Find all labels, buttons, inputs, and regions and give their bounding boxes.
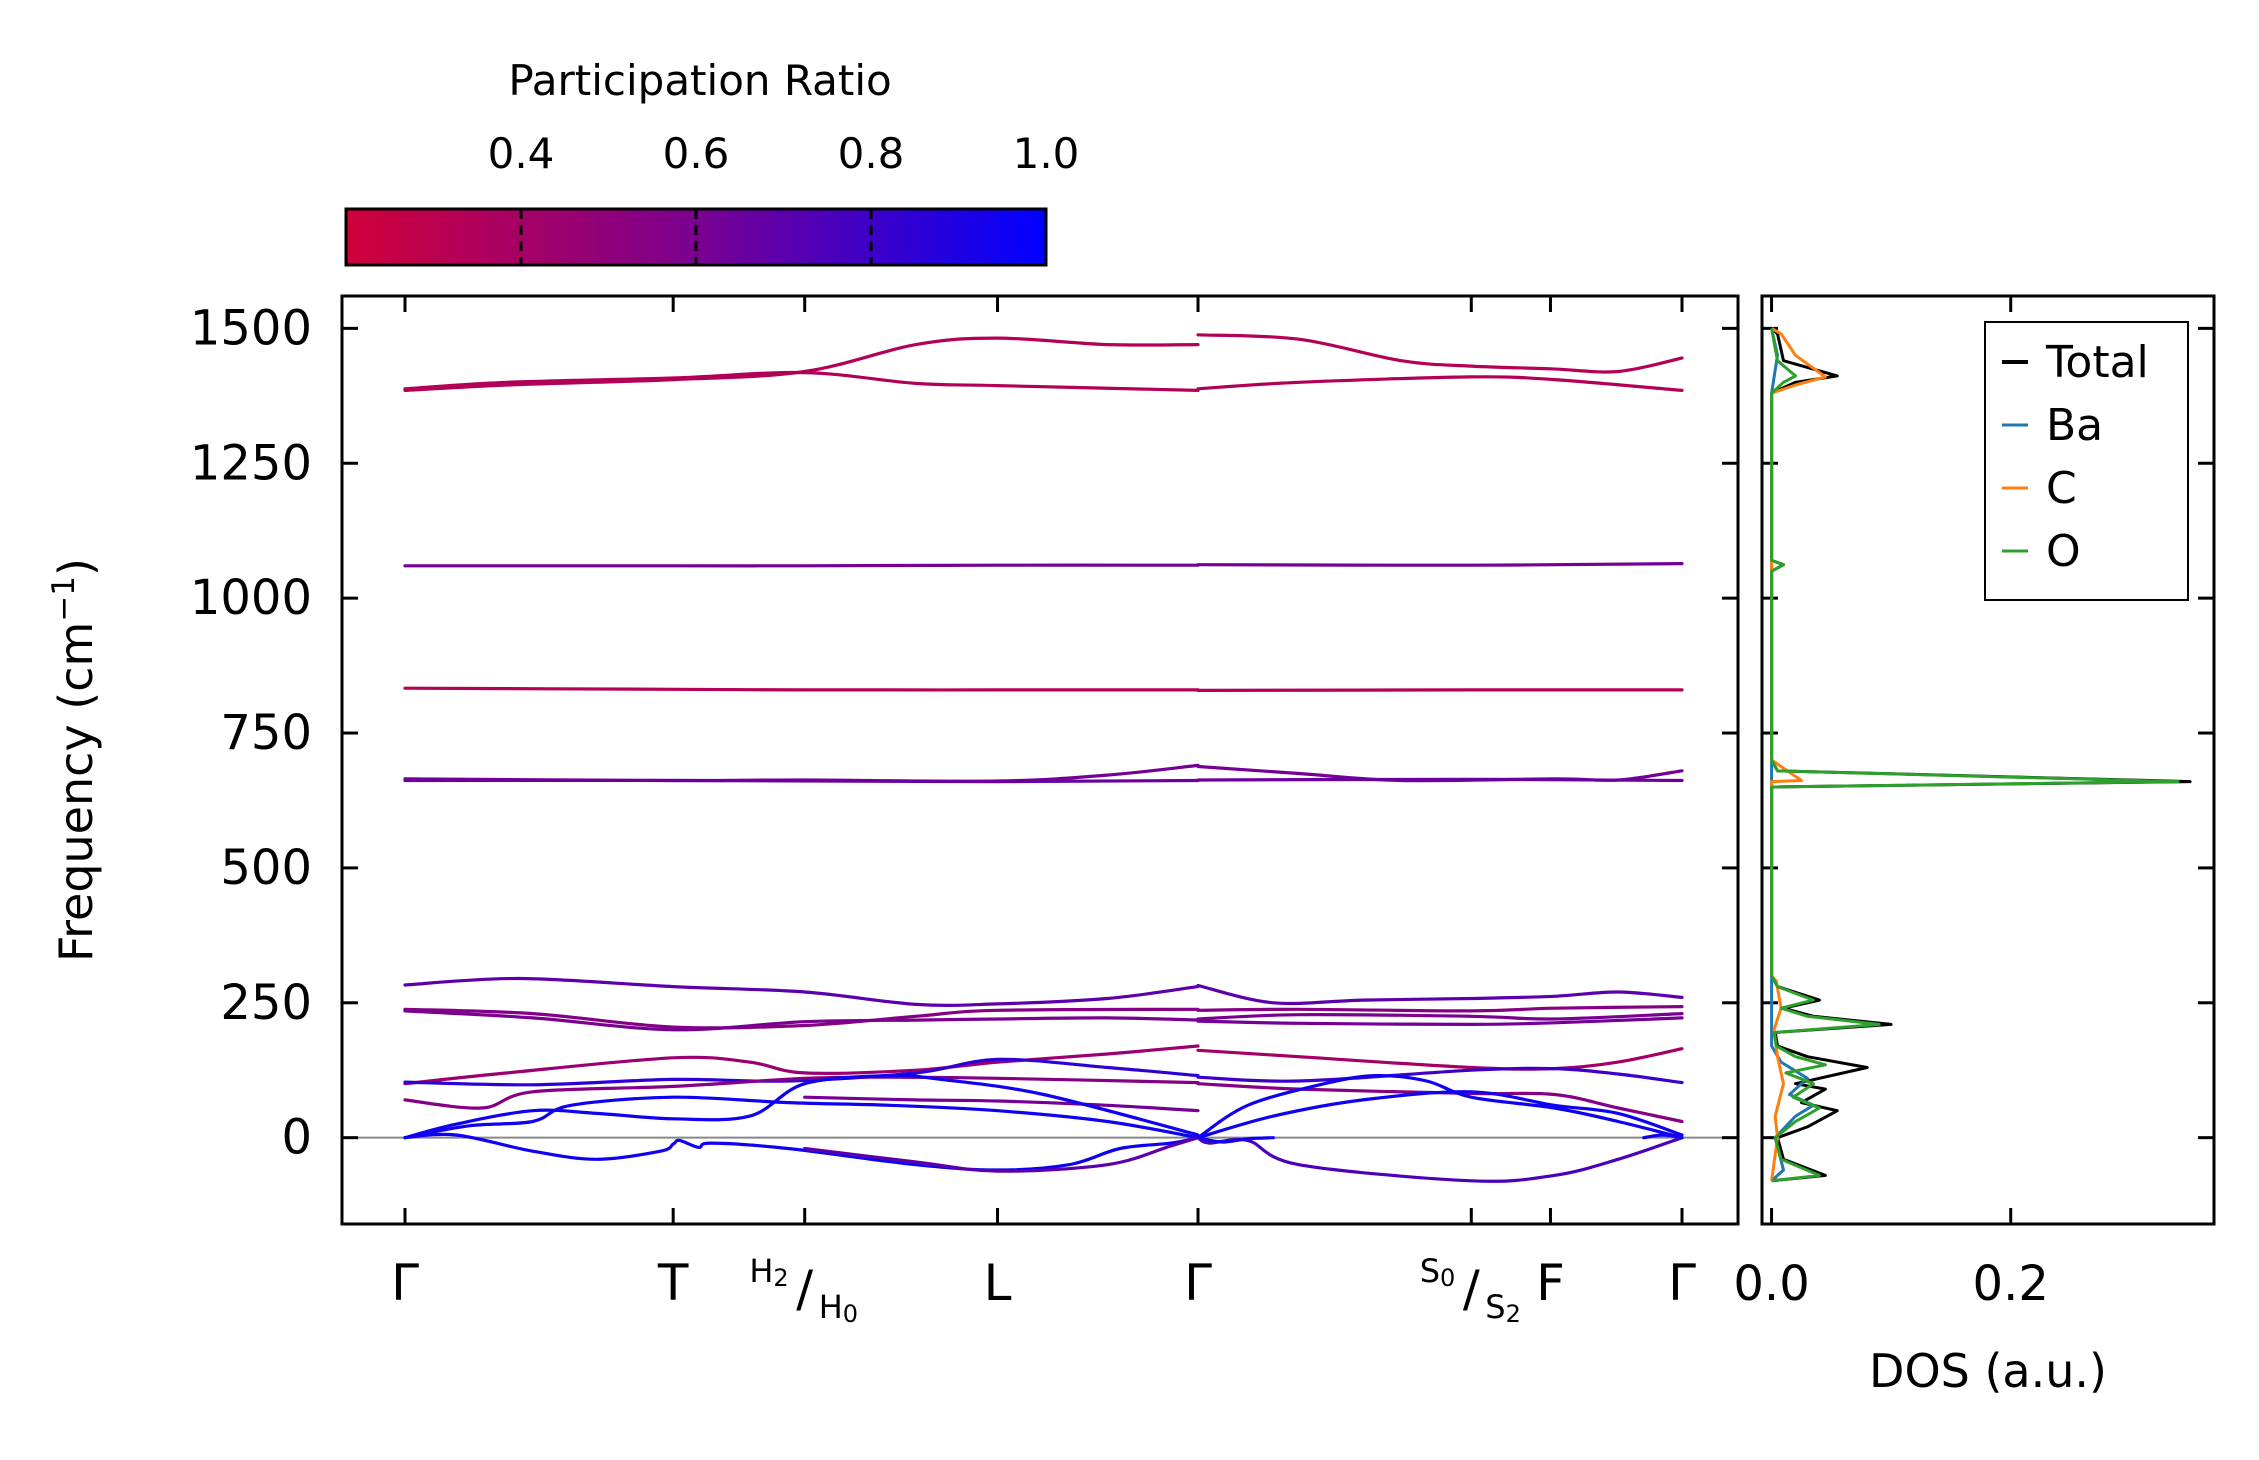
band-kpoint-labels: Γ T H2/H0L Γ S0/S2F Γ xyxy=(391,1252,1696,1328)
kpoint-label-slash: / xyxy=(796,1260,813,1318)
phonon-band-2 xyxy=(403,370,1200,392)
y-tick-label: 250 xyxy=(220,975,312,1031)
phonon-band-26 xyxy=(403,1073,1200,1140)
kpoint-label-index: 0 xyxy=(843,1300,858,1328)
y-axis-label-text: Frequency (cm xyxy=(49,622,103,962)
kpoint-label: Γ xyxy=(1184,1254,1212,1312)
colorbar-tick-label: 0.4 xyxy=(488,129,555,178)
phonon-band-6 xyxy=(403,686,1200,692)
colorbar-tick-label: 1.0 xyxy=(1013,129,1080,178)
kpoint-label-upper: S0 xyxy=(1420,1252,1456,1292)
kpoint-label-letter: S xyxy=(1420,1252,1440,1290)
phonon-band-31 xyxy=(803,1136,1200,1173)
phonon-band-27 xyxy=(403,1095,1200,1140)
y-axis-label-end: ) xyxy=(49,558,103,576)
kpoint-label: Γ xyxy=(1668,1254,1696,1312)
phonon-band-4 xyxy=(403,563,1200,568)
legend: Total Ba CO xyxy=(1984,321,2189,601)
phonon-band-0 xyxy=(403,336,1200,392)
kpoint-label-lower: H0 xyxy=(819,1288,858,1328)
kpoint-label: H2/H0 xyxy=(749,1252,858,1328)
kpoint-label-letter: H xyxy=(749,1252,773,1290)
phonon-band-7 xyxy=(1196,688,1684,692)
phonon-band-20 xyxy=(403,1044,1200,1086)
legend-label-ba: Ba xyxy=(2046,400,2103,451)
kpoint-label-index: 2 xyxy=(773,1264,788,1292)
phonon-band-5 xyxy=(1196,562,1684,567)
legend-label-o: O xyxy=(2046,526,2081,577)
phonon-band-30 xyxy=(403,1132,1200,1172)
colorbar-tick-labels: 0.4 0.6 0.8 1.0 xyxy=(488,129,1080,178)
phonon-band-12 xyxy=(403,976,1200,1007)
phonon-band-22 xyxy=(1196,1066,1684,1085)
y-axis-label-sup: −1 xyxy=(46,576,82,622)
phonon-band-34 xyxy=(1642,1133,1684,1140)
legend-label-total: Total xyxy=(2045,337,2149,388)
phonon-band-17 xyxy=(1196,1012,1684,1021)
legend-label-c: C xyxy=(2046,463,2077,514)
kpoint-label-index: 0 xyxy=(1440,1264,1455,1292)
phonon-band-23 xyxy=(403,1075,1200,1110)
kpoint-label: Γ xyxy=(391,1254,419,1312)
colorbar-tick-label: 0.6 xyxy=(663,129,730,178)
y-tick-label: 1500 xyxy=(190,300,312,356)
colorbar-ticks xyxy=(519,209,1048,265)
colorbar-label: Participation Ratio xyxy=(508,56,891,105)
kpoint-label-letter: H xyxy=(819,1288,843,1326)
phonon-band-18 xyxy=(1196,1016,1684,1027)
phonon-band-25 xyxy=(803,1095,1200,1113)
kpoint-label-letter: S xyxy=(1485,1288,1505,1326)
phonon-band-19 xyxy=(1196,1047,1684,1071)
band-y-tick-labels: 0 250 500 750 1000 1250 1500 xyxy=(190,300,312,1165)
phonon-band-33 xyxy=(1196,1136,1275,1144)
dos-x-tick-label: 0.2 xyxy=(1973,1256,2049,1312)
phonon-band-16 xyxy=(403,1009,1200,1032)
y-tick-label: 0 xyxy=(281,1110,312,1166)
band-axes-frame xyxy=(340,294,1740,1226)
y-axis-label: Frequency (cm−1) xyxy=(46,558,103,962)
legend-box xyxy=(1984,321,2189,601)
dos-x-axis-label: DOS (a.u.) xyxy=(1869,1344,2107,1398)
kpoint-label: F xyxy=(1536,1254,1565,1312)
y-tick-label: 750 xyxy=(220,705,312,761)
y-tick-label: 500 xyxy=(220,840,312,896)
kpoint-label-slash: / xyxy=(1463,1260,1480,1318)
kpoint-label: L xyxy=(984,1254,1012,1312)
dos-lines xyxy=(1770,327,2192,1183)
phonon-band-11 xyxy=(1196,777,1684,783)
kpoint-label-lower: S2 xyxy=(1485,1288,1521,1328)
colorbar-tick-label: 0.8 xyxy=(838,129,905,178)
dos-axes-frame xyxy=(1760,294,2216,1226)
kpoint-label: S0/S2 xyxy=(1420,1252,1521,1328)
kpoint-label-upper: H2 xyxy=(749,1252,788,1292)
phonon-band-15 xyxy=(1196,1005,1684,1013)
phonon-band-3 xyxy=(1196,375,1684,392)
phonon-band-14 xyxy=(403,1007,1200,1030)
phonon-band-13 xyxy=(1196,983,1684,1006)
dos-series-o xyxy=(1770,328,2180,1183)
dos-x-tick-labels: 0.0 0.2 xyxy=(1733,1256,2048,1312)
kpoint-label: T xyxy=(657,1254,689,1312)
phonon-band-10 xyxy=(403,778,1200,784)
legend-items: Total Ba CO xyxy=(2002,337,2149,577)
y-tick-label: 1250 xyxy=(190,435,312,491)
phonon-band-29 xyxy=(1196,1090,1684,1140)
band-lines xyxy=(342,333,1738,1183)
phonon-band-1 xyxy=(1196,333,1684,374)
band-ticks xyxy=(342,296,2214,1224)
kpoint-label-index: 2 xyxy=(1506,1300,1521,1328)
dos-x-tick-label: 0.0 xyxy=(1733,1256,1809,1312)
dos-ticks xyxy=(1770,296,2013,1224)
phonon-band-28 xyxy=(1196,1073,1684,1140)
phonon-band-32 xyxy=(1196,1136,1684,1183)
y-tick-label: 1000 xyxy=(190,570,312,626)
